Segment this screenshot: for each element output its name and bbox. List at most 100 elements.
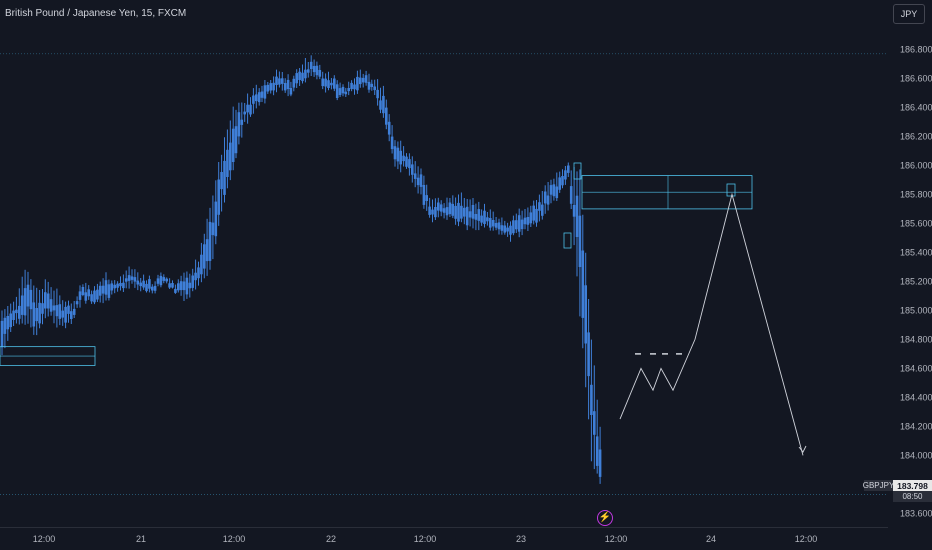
marker-box-top[interactable] [573, 162, 582, 180]
candle-body [301, 72, 304, 82]
candle-body [191, 275, 194, 288]
candle-body [122, 282, 125, 289]
candle-body [448, 202, 452, 215]
marker-box-bottom[interactable] [563, 232, 572, 249]
candle-body [379, 100, 382, 110]
candle-body [38, 302, 41, 324]
candle-body [416, 177, 420, 186]
candle-body [3, 317, 7, 334]
candle-body [309, 61, 313, 69]
price-tick-label: 186.800 [900, 44, 932, 54]
candle-body [211, 222, 215, 236]
time-tick-label: 12:00 [33, 534, 56, 544]
candle-body [234, 126, 238, 154]
candle-body [286, 79, 290, 90]
price-tick-label: 186.400 [900, 102, 932, 112]
price-tick-label: 183.600 [900, 508, 932, 518]
zone-layer[interactable] [0, 162, 753, 366]
candle-body [304, 69, 307, 79]
candle-body [422, 185, 426, 205]
price-tick-label: 186.600 [900, 73, 932, 83]
candle-body [567, 165, 570, 173]
candle-body [361, 77, 365, 83]
time-tick-label: 23 [516, 534, 526, 544]
candle-body [133, 277, 137, 282]
candle-body [353, 84, 356, 90]
price-tick-label: 184.800 [900, 334, 932, 344]
candle-body [359, 77, 362, 85]
time-tick-label: 24 [706, 534, 716, 544]
candle-body [396, 147, 400, 162]
candle-body [263, 85, 267, 99]
candle-body [439, 204, 443, 212]
candle-body [78, 291, 82, 300]
candle-body [208, 221, 212, 261]
candle-body [419, 174, 423, 187]
currency-button[interactable]: JPY [893, 4, 925, 24]
time-tick-label: 22 [326, 534, 336, 544]
candle-body [390, 136, 394, 150]
candle-body [283, 83, 287, 91]
candle-body [142, 280, 145, 288]
candle-body [572, 205, 576, 217]
candle-body [318, 70, 322, 77]
candle-body [139, 282, 142, 287]
candle-body [465, 206, 469, 226]
candle-body [564, 170, 567, 180]
candle-body [411, 164, 414, 175]
candle-body [584, 285, 587, 344]
candle-body [200, 254, 203, 275]
candle-body [136, 280, 140, 285]
candle-body [321, 78, 324, 87]
candle-body [520, 219, 524, 230]
candle-body [558, 177, 561, 190]
time-tick-label: 12:00 [605, 534, 628, 544]
time-tick-label: 12:00 [795, 534, 818, 544]
candle-body [101, 285, 105, 294]
candle-body [179, 281, 183, 291]
candle-body [312, 66, 316, 73]
time-tick-label: 12:00 [223, 534, 246, 544]
marker-box-target[interactable] [726, 183, 736, 197]
badge-symbol: GBPJPY [862, 480, 895, 491]
candle-body [500, 225, 504, 231]
lightning-icon[interactable]: ⚡ [597, 510, 613, 526]
projection-path[interactable] [619, 192, 804, 456]
candle-body [75, 301, 79, 305]
candle-body [269, 83, 272, 91]
candle-body [289, 88, 293, 95]
projection-layer[interactable] [619, 192, 807, 456]
candle-body [104, 280, 108, 295]
candle-body [275, 76, 278, 85]
candle-body [393, 146, 397, 160]
candle-body [96, 289, 99, 300]
candle-body [119, 283, 122, 287]
candle-body [255, 94, 258, 102]
candle-body [382, 95, 385, 114]
candle-body [494, 223, 498, 228]
candle-body [307, 69, 310, 73]
candle-body [408, 159, 411, 169]
price-tick-label: 185.400 [900, 247, 932, 257]
candle-body [130, 276, 134, 280]
candle-body [240, 119, 244, 125]
candle-body [153, 285, 157, 291]
candle-body [67, 305, 70, 314]
candle-body [529, 212, 533, 224]
time-axis[interactable]: 12:00 21 12:00 22 12:00 23 12:00 24 12:00 [33, 534, 818, 544]
candle-body [231, 128, 235, 162]
candle-body [575, 195, 579, 237]
candle-body [569, 186, 573, 204]
candle-body [165, 278, 168, 282]
candle-body [226, 149, 229, 177]
candle-body [46, 293, 50, 309]
candle-body [399, 150, 402, 165]
price-tick-label: 184.600 [900, 363, 932, 373]
candle-body [156, 278, 160, 284]
candle-body [171, 283, 174, 288]
candle-body [197, 267, 200, 279]
price-axis[interactable]: 186.800 186.600 186.400 186.200 186.000 185.8… [900, 44, 932, 518]
candle-body [61, 310, 64, 318]
badge-countdown: 08:50 [893, 491, 932, 502]
